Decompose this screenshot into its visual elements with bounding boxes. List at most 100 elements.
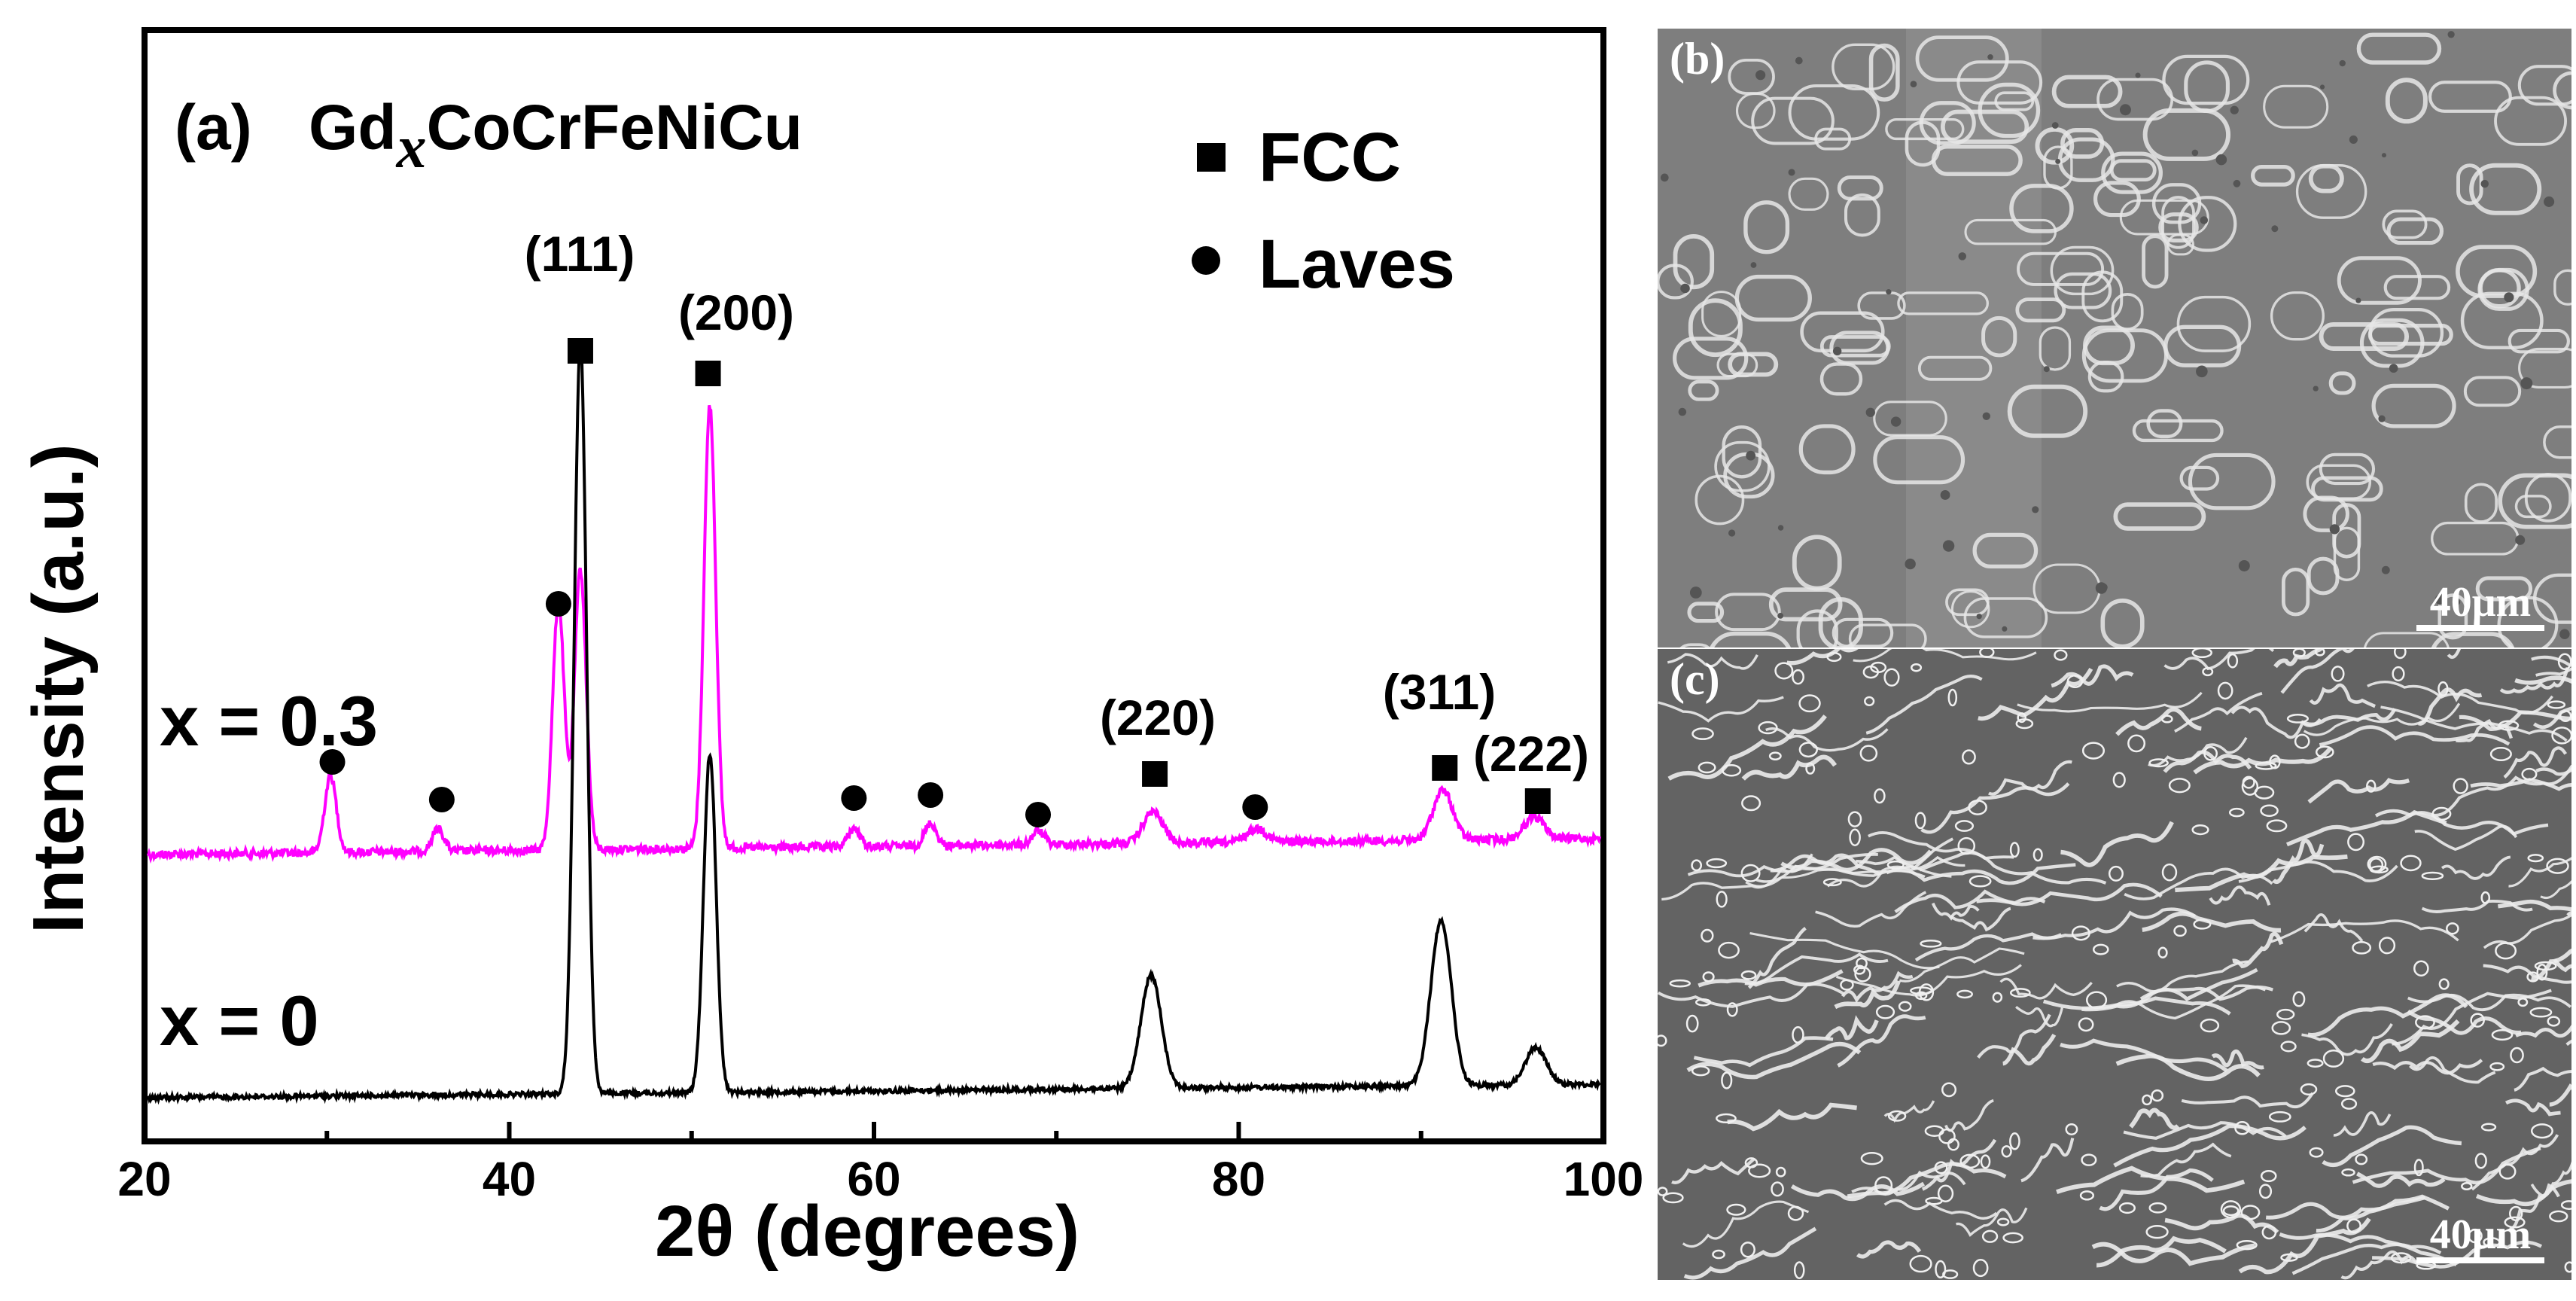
sem-b-pore bbox=[2389, 364, 2398, 373]
sem-c-boundary bbox=[1765, 727, 1889, 752]
sem-c-particle bbox=[2001, 1145, 2012, 1158]
sem-c-boundary bbox=[2051, 664, 2134, 688]
sem-c-boundary bbox=[2535, 767, 2571, 776]
sem-c-boundary bbox=[1683, 1226, 1817, 1280]
sem-b-cell bbox=[2188, 452, 2276, 510]
sem-c-particle bbox=[2173, 925, 2187, 937]
sem-c-particle bbox=[2504, 1216, 2526, 1229]
sem-c-particle bbox=[2280, 1040, 2297, 1053]
sem-b-cell bbox=[1844, 193, 1880, 237]
sem-c-boundary bbox=[1856, 1240, 1922, 1259]
sem-c-boundary bbox=[2096, 1235, 2227, 1268]
sem-c-scale-line bbox=[2416, 1257, 2544, 1263]
legend-laves-label: Laves bbox=[1259, 226, 1455, 303]
sem-c-particle bbox=[2032, 848, 2043, 862]
sem-c-particle bbox=[1658, 1187, 1668, 1196]
sem-c-particle bbox=[2415, 1015, 2435, 1030]
sem-c-boundary bbox=[1770, 853, 1881, 876]
sem-b-pore bbox=[2504, 292, 2514, 303]
sem-b-cell bbox=[2469, 163, 2542, 215]
sem-b-pore bbox=[1910, 81, 1917, 88]
sem-c-boundary bbox=[2114, 984, 2267, 1020]
sem-c-particle bbox=[1744, 1157, 1758, 1168]
sem-c-particle bbox=[2483, 1237, 2501, 1248]
sem-c-boundary bbox=[2414, 824, 2518, 852]
sem-b-cell bbox=[2475, 576, 2533, 602]
sem-c-particle bbox=[1992, 992, 2003, 1003]
sem-b-cell bbox=[2270, 291, 2325, 341]
sem-c-particle bbox=[2108, 865, 2124, 882]
sem-b-cell bbox=[2333, 526, 2361, 581]
sem-b-cell bbox=[2035, 127, 2075, 165]
sem-c-particle bbox=[2491, 1029, 2514, 1041]
sem-b-cell bbox=[2456, 245, 2538, 298]
sem-b-cell bbox=[1688, 379, 1719, 401]
sem-c-particle bbox=[2510, 1047, 2524, 1064]
legend-laves-marker bbox=[1192, 246, 1220, 275]
sem-b-cell bbox=[2431, 632, 2515, 647]
sem-b-cell bbox=[1814, 127, 1852, 151]
laves-peak-marker bbox=[841, 785, 867, 811]
sem-c-particle bbox=[1957, 836, 1976, 855]
sem-c-boundary bbox=[2124, 867, 2273, 900]
sem-b-pore bbox=[2339, 59, 2346, 67]
laves-peak-marker bbox=[1025, 802, 1052, 827]
sem-c-particle bbox=[2300, 1083, 2318, 1096]
sem-b-cell bbox=[1788, 84, 1880, 141]
sem-b-pore bbox=[2559, 629, 2570, 639]
sem-image-c-texture bbox=[1658, 649, 2571, 1280]
series-x-0-line bbox=[146, 342, 1601, 1105]
sem-b-cell bbox=[2132, 419, 2224, 443]
sem-b-pore bbox=[1942, 540, 1955, 552]
sem-c-particle bbox=[1716, 1113, 1737, 1124]
sem-c-particle bbox=[1718, 941, 1740, 959]
sem-c-particle bbox=[1771, 1181, 1784, 1197]
sem-b-pore bbox=[2215, 154, 2227, 166]
sem-c-boundary bbox=[2504, 1098, 2561, 1117]
sem-b-label: (b) bbox=[1670, 34, 1725, 84]
sem-b-pore bbox=[2378, 415, 2386, 422]
fcc-peak-marker bbox=[1142, 761, 1168, 787]
sem-b-cell bbox=[2356, 32, 2442, 65]
sem-c-boundary bbox=[2509, 1183, 2560, 1229]
sem-c-particle bbox=[2017, 712, 2026, 724]
sem-c-particle bbox=[2546, 858, 2569, 874]
sem-b-pore bbox=[2095, 582, 2108, 594]
sem-b-pore bbox=[2313, 385, 2319, 392]
sem-c-boundary bbox=[1931, 902, 1980, 921]
sem-c-boundary bbox=[1658, 696, 1784, 723]
sem-c-particle bbox=[1972, 1259, 1989, 1278]
sem-c-boundary bbox=[1741, 754, 1838, 781]
sem-c-particle bbox=[1934, 1161, 1948, 1175]
sem-c-particle bbox=[2002, 1232, 2023, 1244]
sem-c-particle bbox=[1691, 1065, 1710, 1077]
sem-c-boundary bbox=[1883, 1100, 1935, 1123]
sem-c-particle bbox=[2557, 653, 2571, 671]
sem-c-particle bbox=[1701, 928, 1714, 943]
sem-c-boundary bbox=[2471, 1134, 2559, 1191]
sem-b-cell bbox=[1950, 590, 1990, 629]
x-tick-label: 60 bbox=[847, 1152, 900, 1206]
sem-c-boundary bbox=[1667, 653, 1758, 670]
sem-b-cell bbox=[2368, 308, 2444, 358]
sem-c-particle bbox=[2191, 649, 2212, 659]
sem-c-particle bbox=[1716, 891, 1728, 908]
sem-c-particle bbox=[2294, 733, 2310, 749]
sem-c-boundary bbox=[2116, 960, 2249, 993]
sem-b-cell bbox=[1919, 101, 1976, 145]
sem-c-particle bbox=[2390, 1252, 2412, 1264]
sem-b-pore bbox=[1755, 70, 1766, 81]
sem-b-cell bbox=[2517, 65, 2571, 106]
legend-fcc-marker bbox=[1197, 143, 1226, 172]
sem-c-particle bbox=[1712, 1249, 1725, 1260]
sem-b-cell bbox=[2498, 473, 2571, 529]
sem-c-particle bbox=[2234, 1121, 2251, 1135]
sem-c-particle bbox=[2286, 714, 2310, 724]
sem-c-particle bbox=[2309, 1147, 2324, 1158]
sem-c-particle bbox=[1969, 875, 1992, 888]
sem-b-pore bbox=[1660, 173, 1669, 182]
sem-b-cell bbox=[2142, 234, 2169, 289]
panel-label: (a) bbox=[175, 92, 252, 163]
sem-b-cell bbox=[2337, 256, 2422, 305]
sem-c-boundary bbox=[2301, 708, 2397, 727]
